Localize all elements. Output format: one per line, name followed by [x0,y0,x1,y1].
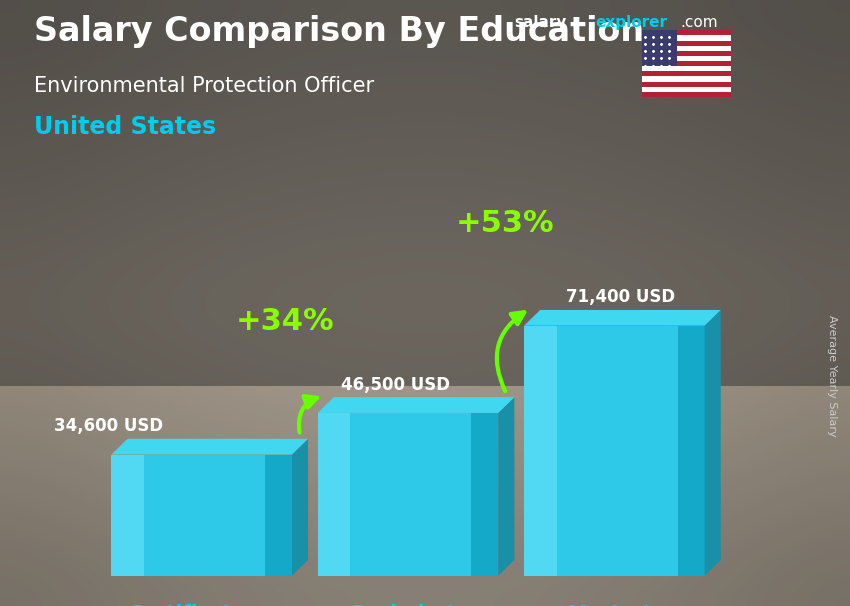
Polygon shape [318,413,350,576]
Polygon shape [524,325,557,576]
Bar [642,30,731,35]
Text: +53%: +53% [456,209,554,238]
Text: explorer: explorer [595,15,667,30]
Text: 46,500 USD: 46,500 USD [341,376,450,394]
Polygon shape [524,310,721,325]
FancyArrowPatch shape [497,312,524,391]
Text: United States: United States [34,115,216,139]
Polygon shape [265,454,292,576]
Text: Certificate or
Diploma: Certificate or Diploma [128,604,275,606]
Bar [642,76,731,82]
Bar [642,51,731,56]
Bar [642,41,731,45]
Polygon shape [498,397,514,576]
Text: Average Yearly Salary: Average Yearly Salary [827,315,837,436]
Text: Salary Comparison By Education: Salary Comparison By Education [34,15,644,48]
Polygon shape [111,454,292,576]
Polygon shape [111,439,308,454]
Bar [642,92,731,97]
Bar [642,82,731,87]
Polygon shape [318,397,514,413]
Text: 34,600 USD: 34,600 USD [54,418,162,435]
Bar [642,30,677,66]
Polygon shape [292,439,308,576]
Polygon shape [0,0,850,386]
Bar [642,66,731,72]
Polygon shape [677,325,705,576]
Text: 71,400 USD: 71,400 USD [566,288,676,307]
Bar [642,45,731,51]
Text: Environmental Protection Officer: Environmental Protection Officer [34,76,374,96]
FancyArrowPatch shape [299,396,317,433]
Bar [642,72,731,76]
Bar [642,61,731,66]
Bar [642,35,731,41]
Polygon shape [705,310,721,576]
Polygon shape [524,325,705,576]
Bar [642,56,731,61]
Text: +34%: +34% [236,307,335,336]
Polygon shape [471,413,498,576]
Text: Master's
Degree: Master's Degree [568,604,661,606]
Polygon shape [318,413,498,576]
Text: .com: .com [680,15,717,30]
Bar [642,87,731,92]
Text: salary: salary [514,15,567,30]
Text: Bachelor's
Degree: Bachelor's Degree [351,604,465,606]
Polygon shape [111,454,144,576]
